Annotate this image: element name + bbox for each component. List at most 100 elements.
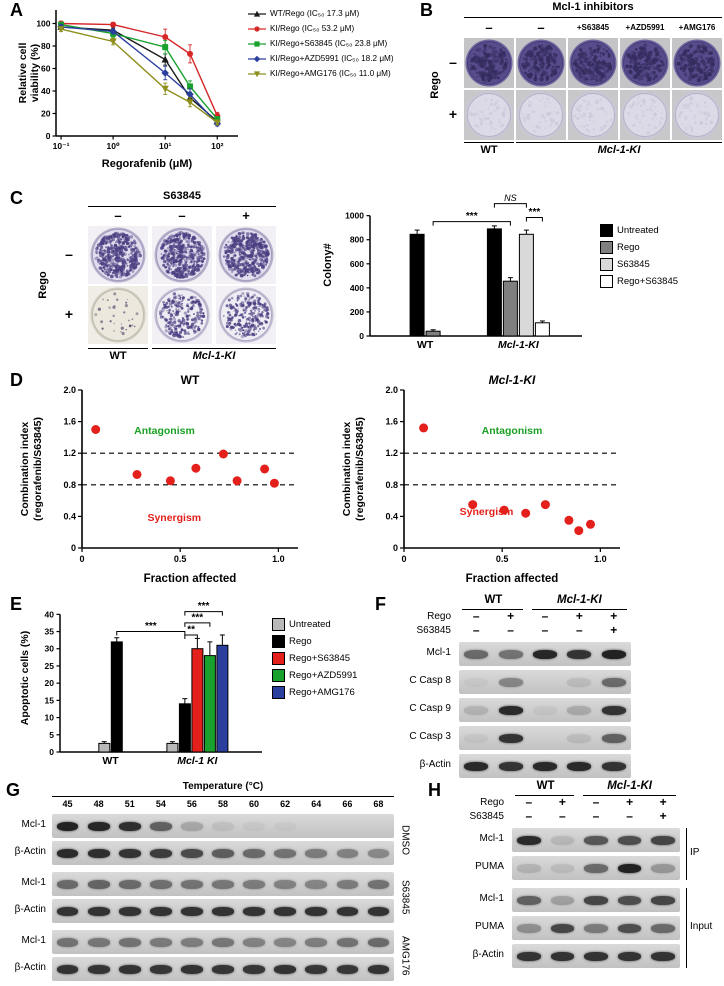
protein-band: [567, 677, 592, 687]
temp-label: 68: [373, 799, 384, 809]
protein-band: [336, 879, 359, 889]
group-line: [464, 142, 514, 143]
wb-group-label: WT: [484, 594, 503, 606]
protein-band: [181, 964, 203, 974]
protein-band: [550, 923, 575, 933]
blot-label: Mcl-1: [21, 935, 46, 946]
blot-label: PUMA: [475, 921, 504, 932]
treatment-sign: +: [558, 795, 566, 809]
svg-text:30: 30: [45, 644, 55, 654]
significance-label: ***: [198, 601, 210, 612]
blot-strip: [512, 944, 680, 968]
significance-label: ***: [466, 211, 478, 222]
viability-legend: WT/Rego (IC₅₀ 17.3 μM) KI/Rego (IC₅₀ 53.2…: [248, 6, 394, 81]
group-line: [88, 348, 148, 349]
protein-band: [336, 906, 359, 916]
panel-f-label: F: [375, 594, 386, 614]
protein-band: [336, 964, 359, 974]
blot-strip: [512, 916, 680, 940]
protein-band: [243, 906, 265, 916]
svg-text:1.0: 1.0: [272, 554, 285, 564]
legend-item: KI/Rego+S63845 (IC₅₀ 23.8 μM): [248, 36, 394, 51]
culture-dish: [672, 90, 722, 140]
protein-band: [149, 906, 172, 916]
svg-text:0.8: 0.8: [385, 480, 398, 490]
blot-strip: [459, 670, 631, 694]
protein-band: [651, 895, 675, 905]
y-axis-label: Apoptotic cells (%): [19, 631, 31, 726]
protein-band: [601, 649, 626, 659]
protein-band: [87, 937, 110, 947]
blot-strip: [459, 642, 631, 666]
significance-label: ***: [529, 207, 541, 218]
protein-band: [118, 906, 141, 916]
treatment-sign: +: [610, 623, 618, 637]
panel-d-label: D: [10, 370, 23, 390]
panel-c-label: C: [10, 188, 23, 208]
protein-band: [56, 879, 79, 889]
legend-item: WT/Rego (IC₅₀ 17.3 μM): [248, 6, 394, 21]
protein-band: [464, 705, 489, 715]
protein-band: [601, 761, 626, 771]
svg-text:60: 60: [41, 64, 51, 74]
protein-band: [87, 964, 110, 974]
treatment-sign: –: [592, 809, 600, 823]
culture-dish: [152, 286, 212, 344]
svg-text:0.8: 0.8: [63, 480, 76, 490]
ci-scatter-ki: 0 0.4 0.8 1.2 1.6 2.0 0 0.5 1.0 Antagonism Synergi…: [341, 374, 620, 585]
temp-label: 66: [342, 799, 353, 809]
region-label: Synergism: [460, 506, 514, 518]
legend-item: Rego: [600, 239, 678, 256]
legend-item: KI/Rego+AMG176 (IC₅₀ 11.0 μM): [248, 66, 394, 81]
blot-strip: [459, 698, 631, 722]
svg-text:600: 600: [350, 259, 364, 269]
svg-text:40: 40: [45, 609, 55, 619]
x-axis-label: Fraction affected: [466, 573, 559, 585]
protein-band: [212, 906, 234, 916]
culture-dish: [620, 90, 670, 140]
treatment-sign: +: [610, 609, 618, 623]
y-axis-label: Combination index: [341, 422, 353, 517]
treatment-label: Rego: [480, 797, 504, 808]
panel-c: C S63845 Rego 0 200 400 600 800 1000 Colony# WT…: [0, 186, 724, 368]
header-underline: [52, 796, 394, 797]
svg-text:1.6: 1.6: [385, 417, 398, 427]
protein-band: [118, 848, 141, 858]
protein-band: [498, 761, 523, 771]
svg-text:2.0: 2.0: [63, 385, 76, 395]
panel-e: E 0 5 10 15 20 25 30 35 40 Apoptotic cells (%) WT M…: [0, 594, 365, 782]
y-axis-label: Relative cell: [17, 43, 29, 104]
blot-strip: [52, 872, 394, 896]
rego-axis-label: Rego: [429, 71, 441, 99]
protein-band: [305, 879, 328, 889]
protein-band: [56, 964, 79, 974]
protein-band: [498, 649, 523, 659]
group-underline: [531, 609, 627, 610]
svg-text:1.2: 1.2: [385, 448, 398, 458]
protein-band: [367, 937, 390, 947]
blot-label: C Casp 9: [409, 703, 451, 714]
legend-item: Untreated: [600, 222, 678, 239]
region-label: Antagonism: [482, 425, 543, 437]
culture-dish: [516, 90, 566, 140]
protein-band: [367, 879, 390, 889]
s63845-header: S63845: [163, 190, 201, 202]
treatment-sign: –: [626, 809, 633, 823]
group-underline: [462, 609, 523, 610]
blot-label: C Casp 3: [409, 731, 451, 742]
svg-text:5: 5: [49, 730, 54, 740]
culture-dish: [516, 38, 566, 88]
protein-band: [367, 848, 390, 858]
svg-text:2.0: 2.0: [385, 385, 398, 395]
protein-band: [305, 848, 328, 858]
section-label: Input: [690, 921, 713, 932]
protein-band: [550, 895, 575, 905]
legend-item: Rego+S63845: [272, 650, 357, 667]
treatment-sign: –: [472, 623, 480, 637]
culture-dish: [464, 38, 514, 88]
rego-sign: –: [65, 246, 73, 262]
protein-band: [274, 964, 297, 974]
blot-label: β-Actin: [14, 846, 46, 857]
svg-text:1.6: 1.6: [63, 417, 76, 427]
svg-text:0.5: 0.5: [496, 554, 509, 564]
